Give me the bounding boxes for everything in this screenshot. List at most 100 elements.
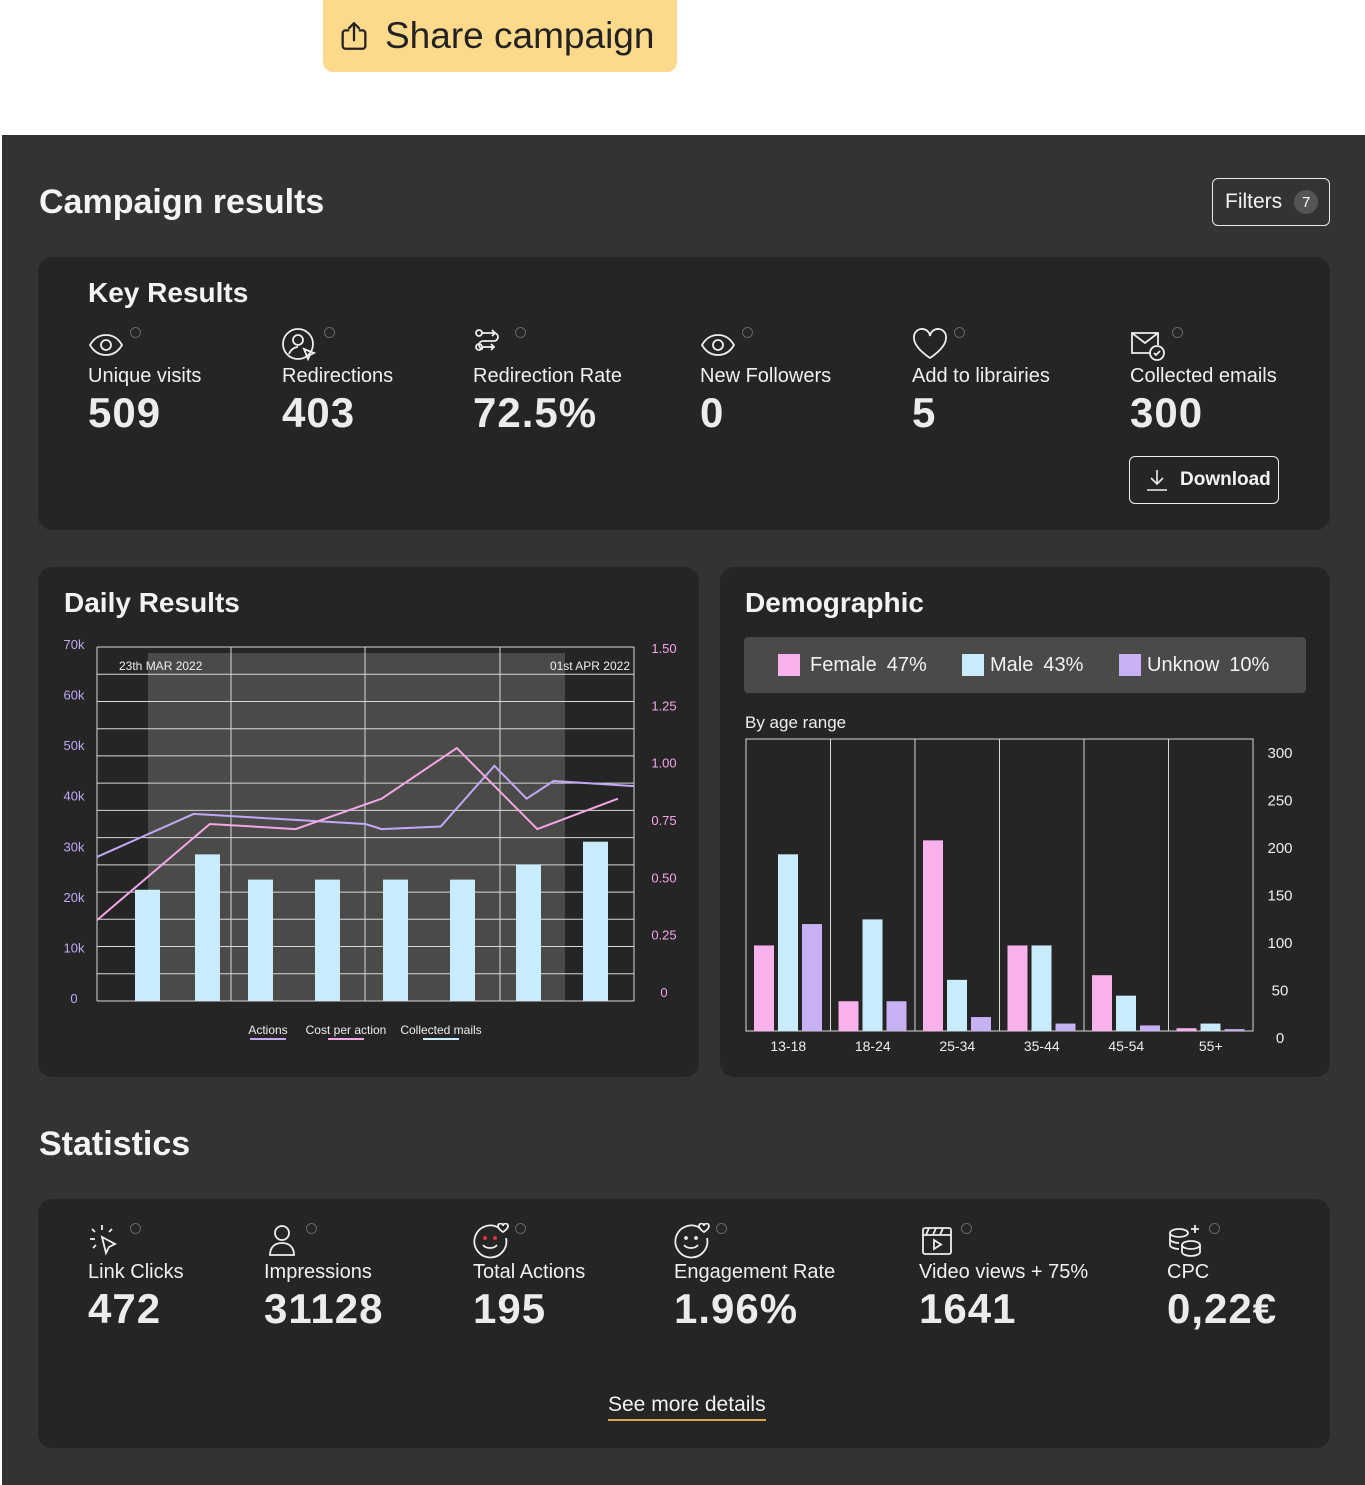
metric-label: Redirection Rate (473, 365, 622, 387)
info-icon[interactable] (130, 1223, 141, 1234)
info-icon[interactable] (1172, 327, 1183, 338)
range-end-date: 01st APR 2022 (550, 659, 630, 673)
age-range-subtitle: By age range (745, 713, 847, 732)
x-tick-label: 13-18 (770, 1038, 806, 1054)
daily-results-card: Daily Results 0 10k 20k 30k 40k 50k 60k 70k 0 0.… (38, 567, 699, 1077)
x-tick-label: 35-44 (1024, 1038, 1060, 1054)
info-icon[interactable] (742, 327, 753, 338)
key-results-title: Key Results (88, 277, 249, 308)
info-icon[interactable] (515, 1223, 526, 1234)
metric-value: 195 (473, 1285, 547, 1332)
legend-cost-per-action[interactable]: Cost per action (306, 1023, 387, 1037)
age-range-chart: 0 50 100 150 200 250 300 13-18 18-24 25-34 35-44 4… (745, 738, 1293, 1054)
legend-unknown-pct: 10% (1229, 653, 1270, 676)
male-swatch (962, 654, 984, 676)
statistics-card: Link Clicks 472 Impressions 31128 Total … (38, 1199, 1330, 1448)
legend-collected-mails[interactable]: Collected mails (400, 1023, 481, 1037)
metric-label: Total Actions (473, 1261, 586, 1283)
filters-button[interactable]: Filters 7 (1212, 178, 1330, 226)
info-icon[interactable] (954, 327, 965, 338)
mail-check-icon (1131, 332, 1165, 361)
female-swatch (778, 654, 800, 676)
download-icon (1147, 470, 1167, 491)
see-more-details-link[interactable]: See more details (608, 1393, 766, 1421)
metric-value: 300 (1130, 389, 1204, 436)
metric-value: 31128 (264, 1285, 384, 1332)
y-right-tick-label: 0 (660, 985, 667, 1000)
legend-female[interactable]: Female 47% (778, 654, 927, 677)
legend-male-pct: 43% (1043, 653, 1084, 676)
eye-icon (88, 334, 124, 356)
share-icon (341, 22, 367, 50)
y-tick-label: 100 (1267, 935, 1292, 952)
top-area: Share campaign (0, 0, 1365, 135)
metric-label: Engagement Rate (674, 1261, 836, 1283)
legend-male[interactable]: Male 43% (962, 654, 1083, 677)
share-campaign-button[interactable]: Share campaign (323, 0, 677, 72)
person-icon (269, 1225, 295, 1256)
legend-unknown[interactable]: Unknow 10% (1119, 654, 1269, 677)
bar-unknow (1140, 1025, 1160, 1031)
bar-female (838, 1001, 859, 1031)
x-tick-label: 45-54 (1108, 1038, 1144, 1054)
info-icon[interactable] (716, 1223, 727, 1234)
metric-value: 403 (282, 389, 356, 436)
metric-label: Unique visits (88, 365, 202, 387)
y-tick-label: 0 (1276, 1030, 1284, 1047)
demographic-legend: Female 47% Male 43% Unknow 10% (744, 637, 1306, 693)
metric-value: 509 (88, 389, 162, 436)
bar-female (1176, 1028, 1197, 1031)
legend-female-pct: 47% (886, 653, 927, 676)
y-right-tick-label: 0.75 (651, 813, 676, 828)
y-tick-label: 250 (1267, 793, 1292, 810)
metric-value: 1.96% (674, 1285, 799, 1332)
legend-female-name: Female (810, 653, 877, 676)
info-icon[interactable] (515, 327, 526, 338)
legend-actions[interactable]: Actions (248, 1023, 287, 1037)
legend-male-name: Male (990, 653, 1034, 676)
statistics-title: Statistics (39, 1125, 191, 1163)
smile-heart-icon (674, 1223, 710, 1259)
eye-icon (700, 334, 736, 356)
coins-icon (1169, 1225, 1201, 1257)
smile-heart-icon (473, 1223, 509, 1259)
range-start-date: 23th MAR 2022 (119, 659, 203, 673)
y-tick-label: 300 (1267, 745, 1292, 762)
bar-unknow (971, 1017, 991, 1031)
y-right-tick-label: 1.00 (651, 756, 676, 771)
y-tick-label: 200 (1267, 840, 1292, 857)
bar-collected-mails (450, 879, 475, 1001)
daily-results-chart: 0 10k 20k 30k 40k 50k 60k 70k 0 0.25 0.50 0.75 1.00… (64, 637, 677, 1040)
y-right-tick-label: 1.50 (651, 641, 676, 656)
info-icon[interactable] (306, 1223, 317, 1234)
bar-male (1116, 995, 1136, 1031)
y-right-tick-label: 0.25 (651, 928, 676, 943)
bar-female (1007, 945, 1028, 1031)
line-cost-per-action (96, 746, 619, 921)
metric-label: New Followers (700, 365, 832, 387)
bar-collected-mails (248, 879, 273, 1001)
info-icon[interactable] (130, 327, 141, 338)
page-title: Campaign results (39, 183, 325, 221)
bar-unknow (1055, 1023, 1076, 1031)
download-button[interactable]: Download (1129, 456, 1279, 504)
metric-label: Link Clicks (88, 1261, 184, 1283)
legend-unknown-name: Unknow (1147, 653, 1220, 676)
daily-results-title: Daily Results (64, 587, 240, 618)
x-tick-label: 25-34 (939, 1038, 975, 1054)
share-campaign-label: Share campaign (385, 15, 655, 56)
info-icon[interactable] (961, 1223, 972, 1234)
bar-collected-mails (516, 864, 541, 1001)
bar-male (778, 854, 798, 1031)
metric-label: Redirections (282, 365, 394, 387)
x-tick-label: 18-24 (855, 1038, 891, 1054)
info-icon[interactable] (324, 327, 335, 338)
y-left-tick-label: 60k (64, 688, 85, 703)
info-icon[interactable] (1209, 1223, 1220, 1234)
metric-value: 0,22€ (1167, 1285, 1278, 1332)
x-tick-label: 55+ (1199, 1038, 1223, 1054)
bar-male (947, 979, 967, 1031)
key-results-card: Key Results Unique visits 509 Redirectio… (38, 257, 1330, 530)
click-icon (90, 1225, 117, 1256)
bar-female (923, 840, 943, 1031)
